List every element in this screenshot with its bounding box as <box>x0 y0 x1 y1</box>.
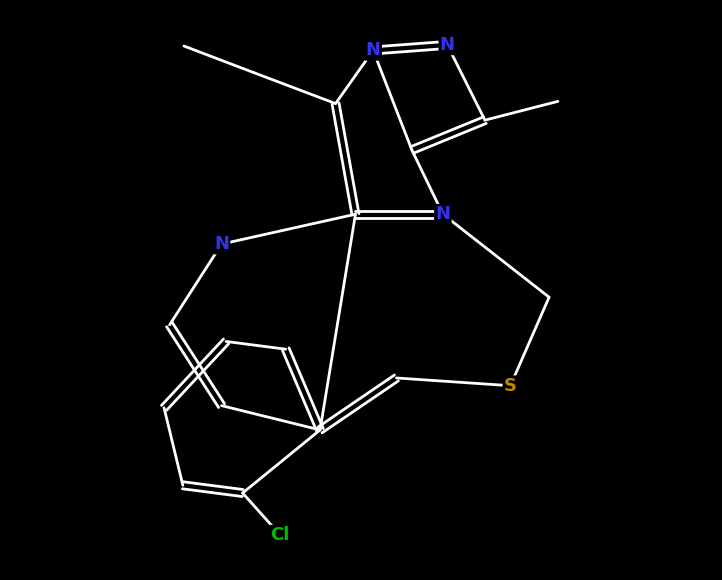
Text: N: N <box>214 235 229 253</box>
Text: N: N <box>365 41 380 60</box>
Text: N: N <box>440 36 455 54</box>
Text: N: N <box>435 205 451 223</box>
Text: S: S <box>504 376 517 395</box>
Text: Cl: Cl <box>271 526 290 544</box>
